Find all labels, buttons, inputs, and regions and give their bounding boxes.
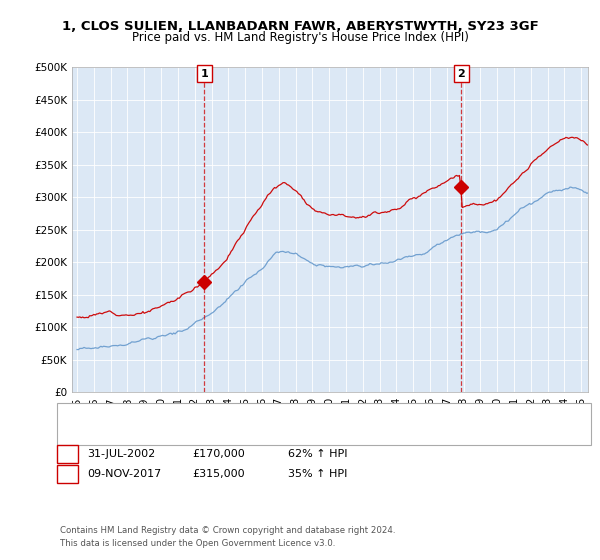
Text: £170,000: £170,000 <box>192 449 245 459</box>
Text: Contains HM Land Registry data © Crown copyright and database right 2024.
This d: Contains HM Land Registry data © Crown c… <box>60 526 395 548</box>
Text: 09-NOV-2017: 09-NOV-2017 <box>87 469 161 479</box>
Text: HPI: Average price, detached house, Ceredigion: HPI: Average price, detached house, Cere… <box>99 419 332 429</box>
Text: 62% ↑ HPI: 62% ↑ HPI <box>288 449 347 459</box>
Text: 1: 1 <box>64 449 71 459</box>
Text: £315,000: £315,000 <box>192 469 245 479</box>
Text: 2: 2 <box>64 469 71 479</box>
Text: Price paid vs. HM Land Registry's House Price Index (HPI): Price paid vs. HM Land Registry's House … <box>131 31 469 44</box>
Text: 2: 2 <box>458 69 466 79</box>
Text: 1, CLOS SULIEN, LLANBADARN FAWR, ABERYSTWYTH, SY23 3GF: 1, CLOS SULIEN, LLANBADARN FAWR, ABERYST… <box>62 20 538 32</box>
Text: 1, CLOS SULIEN, LLANBADARN FAWR, ABERYSTWYTH, SY23 3GF (detached house): 1, CLOS SULIEN, LLANBADARN FAWR, ABERYST… <box>99 409 500 419</box>
Text: 1: 1 <box>200 69 208 79</box>
Text: ——: —— <box>72 408 97 421</box>
Text: 35% ↑ HPI: 35% ↑ HPI <box>288 469 347 479</box>
Text: 31-JUL-2002: 31-JUL-2002 <box>87 449 155 459</box>
Text: ——: —— <box>72 417 97 431</box>
